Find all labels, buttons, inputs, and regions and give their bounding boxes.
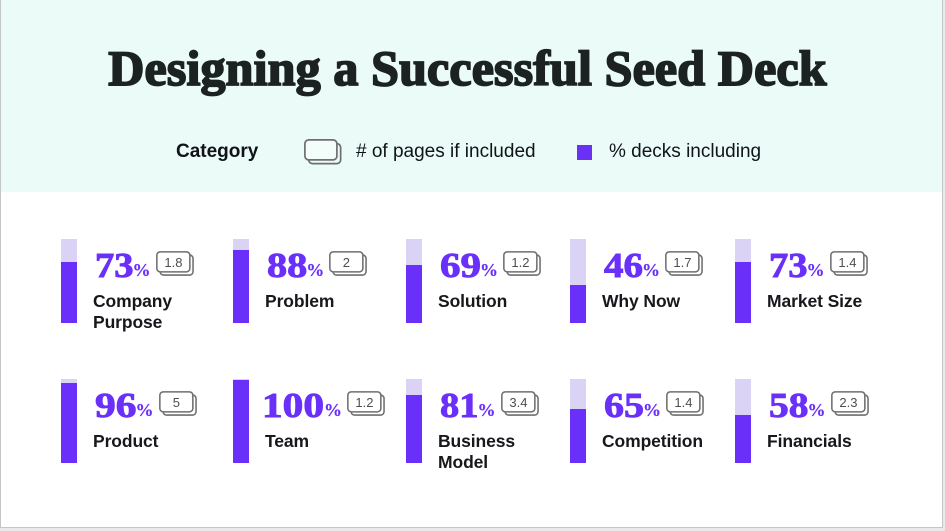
svg-text:46: 46 bbox=[604, 246, 643, 285]
svg-text:65: 65 bbox=[604, 386, 644, 425]
svg-text:69: 69 bbox=[440, 246, 481, 285]
svg-text:96: 96 bbox=[95, 386, 137, 425]
svg-text:1.2: 1.2 bbox=[511, 255, 529, 270]
svg-text:1.8: 1.8 bbox=[164, 255, 182, 270]
svg-text:1.2: 1.2 bbox=[355, 395, 373, 410]
svg-text:73: 73 bbox=[769, 246, 808, 285]
svg-text:5: 5 bbox=[172, 395, 179, 410]
svg-text:1.4: 1.4 bbox=[674, 395, 692, 410]
svg-text:2.3: 2.3 bbox=[839, 395, 857, 410]
svg-text:1.7: 1.7 bbox=[673, 255, 691, 270]
svg-text:1.4: 1.4 bbox=[838, 255, 856, 270]
svg-text:3.4: 3.4 bbox=[509, 395, 527, 410]
svg-text:81: 81 bbox=[440, 386, 479, 425]
svg-text:100: 100 bbox=[262, 386, 324, 425]
svg-text:2: 2 bbox=[343, 255, 350, 270]
svg-text:73: 73 bbox=[95, 246, 134, 285]
svg-text:58: 58 bbox=[769, 386, 809, 425]
svg-text:88: 88 bbox=[267, 246, 307, 285]
